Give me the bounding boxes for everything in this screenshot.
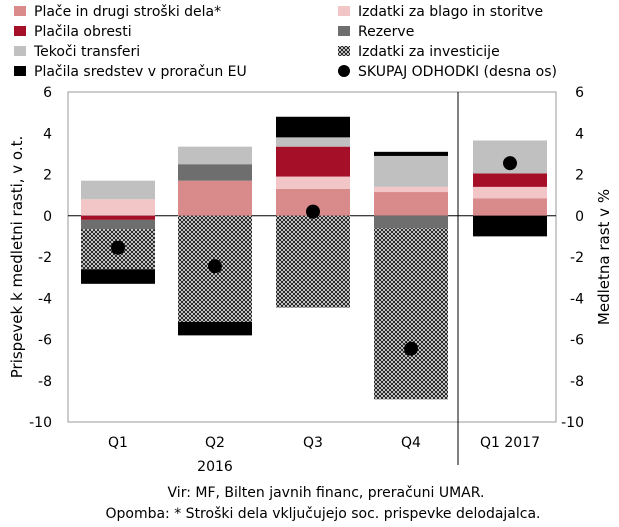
bar-q1-placila-obresti [81,215,155,220]
y-tick-right: -8 [570,374,584,390]
y-tick-left: -6 [38,333,52,349]
bar-q1-tekoci-transferi [81,180,155,200]
bar-q1-2017-place-in-drugi-stroski-dela [473,198,547,216]
y-tick-right: 2 [575,168,584,184]
y-tick-right: -2 [570,250,584,266]
legend-label-place-in-drugi-stroski-dela: Plače in drugi stroški dela* [34,4,221,20]
bar-q3-placila-sredstev-v-proracun-eu [276,116,350,138]
bar-q4-rezerve [374,215,448,229]
bar-q2-place-in-drugi-stroski-dela [178,180,252,216]
y-tick-right: 4 [575,126,584,142]
y-tick-right: -4 [570,291,584,307]
x-tick-q2: Q2 [205,435,225,451]
y-tick-left: 4 [43,126,52,142]
legend-label-rezerve: Rezerve [358,24,414,40]
y-ticks-right: -10 -8 -6 -4 -2 0 2 4 6 [561,85,584,431]
total-marker-q3 [306,204,320,219]
bar-q4-place-in-drugi-stroski-dela [374,192,448,216]
bar-q3-izdatki-za-investicije [276,215,350,308]
bar-q4-izdatki-za-blago-in-storitve [374,186,448,193]
legend-label-tekoci-transferi: Tekoči transferi [33,44,140,60]
plot-frame [67,91,557,423]
legend-item-placila-obresti: Plačila obresti [14,24,132,40]
source-note: Vir: MF, Bilten javnih financ, preračuni… [168,485,485,501]
bar-q1-2017-placila-obresti [473,173,547,187]
year-label: 2016 [197,459,233,475]
bar-q2-rezerve [178,164,252,181]
total-marker-q2 [208,259,222,274]
bar-q3-izdatki-za-blago-in-storitve [276,176,350,189]
bar-q3-tekoci-transferi [276,137,350,147]
y-ticks-left: -10 -8 -6 -4 -2 0 2 4 6 [29,85,52,431]
y-tick-left: 2 [43,168,52,184]
legend-swatch-skupaj-odhodki-desna-os [338,65,350,77]
legend-item-place-in-drugi-stroski-dela: Plače in drugi stroški dela* [14,4,221,20]
y-tick-left: -10 [29,415,52,431]
y-tick-left: -4 [38,291,52,307]
legend-label-skupaj-odhodki-desna-os: SKUPAJ ODHODKI (desna os) [358,64,557,80]
legend-item-izdatki-za-investicije: Izdatki za investicije [338,44,500,60]
y-tick-left: 0 [43,209,52,225]
y-tick-left: -2 [38,250,52,266]
bar-q1-2017-izdatki-za-blago-in-storitve [473,186,547,199]
x-tick-q1-2017: Q1 2017 [480,435,540,451]
footnote: Opomba: * Stroški dela vključujejo soc. … [105,506,540,522]
legend-label-placila-sredstev-v-proracun-eu: Plačila sredstev v proračun EU [34,64,247,80]
bar-q1-izdatki-za-blago-in-storitve [81,199,155,216]
legend-item-skupaj-odhodki-desna-os: SKUPAJ ODHODKI (desna os) [338,64,557,80]
legend-label-izdatki-za-investicije: Izdatki za investicije [358,44,500,60]
x-tick-labels: Q1 Q2 Q3 Q4 Q1 2017 [108,435,540,451]
y-tick-right: 6 [575,85,584,101]
y-tick-right: -10 [561,415,584,431]
legend-swatch-rezerve [338,26,350,36]
bar-q2-placila-sredstev-v-proracun-eu [178,321,252,336]
y-tick-left: 6 [43,85,52,101]
legend-swatch-izdatki-za-blago-in-storitve [338,6,350,16]
total-marker-q4 [404,341,418,356]
total-marker-q1-2017 [503,156,517,171]
legend-item-izdatki-za-blago-in-storitve: Izdatki za blago in storitve [338,4,543,20]
total-markers [111,156,517,356]
legend-label-izdatki-za-blago-in-storitve: Izdatki za blago in storitve [358,4,543,20]
total-marker-q1 [111,240,125,255]
bar-q1-2017-placila-sredstev-v-proracun-eu [473,215,547,237]
y-axis-title-left: Prispevek k medletni rasti, v o.t. [8,136,26,379]
bar-q4-izdatki-za-investicije [374,228,448,400]
legend-swatch-izdatki-za-investicije [338,46,350,56]
legend-item-rezerve: Rezerve [338,24,414,40]
legend-item-tekoci-transferi: Tekoči transferi [14,44,140,60]
bar-q3-placila-obresti [276,146,350,177]
x-tick-q3: Q3 [303,435,323,451]
legend-swatch-placila-sredstev-v-proracun-eu [14,66,26,76]
bar-q1-placila-sredstev-v-proracun-eu [81,269,155,284]
bar-q2-tekoci-transferi [178,146,252,165]
legend-swatch-tekoci-transferi [14,46,26,56]
legend-swatch-placila-obresti [14,26,26,36]
y-tick-right: -6 [570,333,584,349]
legend-item-placila-sredstev-v-proracun-eu: Plačila sredstev v proračun EU [14,64,247,80]
y-axis-title-right: Medletna rast v % [595,189,613,325]
legend: Plače in drugi stroški dela* Izdatki za b… [14,4,557,80]
y-tick-right: 0 [575,209,584,225]
legend-swatch-place-in-drugi-stroski-dela [14,6,26,16]
legend-label-placila-obresti: Plačila obresti [34,24,132,40]
x-tick-q4: Q4 [401,435,421,451]
bar-q4-tekoci-transferi [374,155,448,187]
bar-q1-rezerve [81,219,155,230]
bar-q4-placila-sredstev-v-proracun-eu [374,151,448,156]
bars [81,116,547,400]
y-tick-left: -8 [38,374,52,390]
x-tick-q1: Q1 [108,435,128,451]
